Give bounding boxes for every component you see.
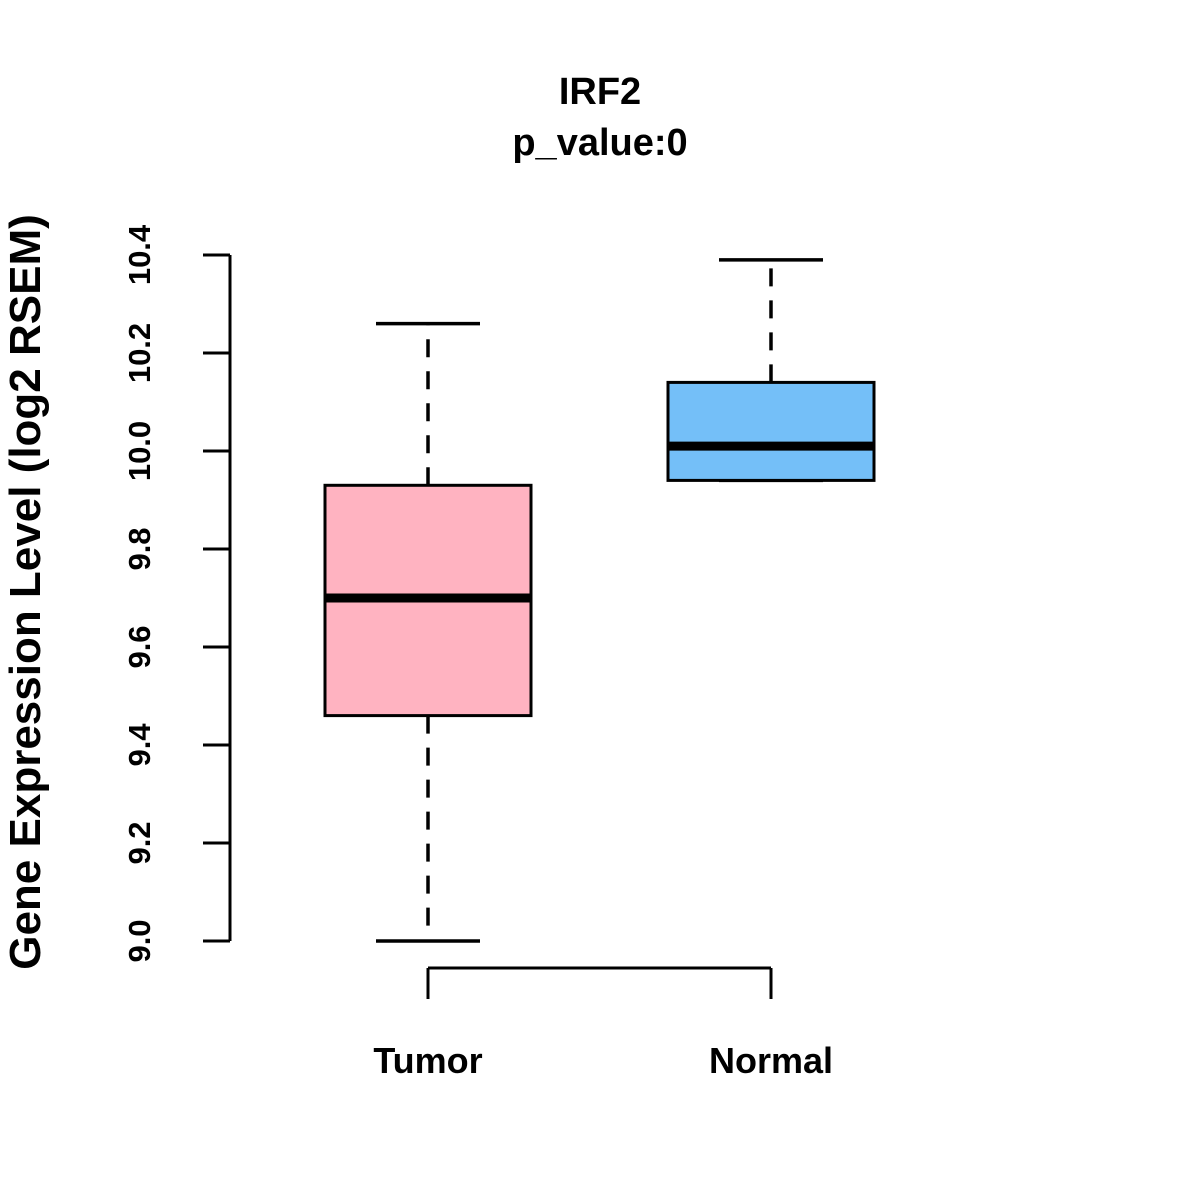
- x-axis-bracket: [426, 966, 773, 999]
- y-tick-label: 9.4: [122, 723, 157, 767]
- category-label-tumor: Tumor: [373, 1040, 482, 1081]
- boxplot-tumor: [323, 321, 533, 943]
- boxplot-normal: [666, 258, 876, 483]
- y-tick-label: 10.4: [122, 224, 157, 285]
- y-tick-label: 9.6: [122, 625, 157, 668]
- y-tick-label: 10.2: [122, 323, 157, 383]
- y-axis-label: Gene Expression Level (log2 RSEM): [1, 214, 50, 970]
- y-tick-label: 9.0: [122, 919, 157, 962]
- y-tick-label: 9.2: [122, 821, 157, 864]
- category-label-normal: Normal: [709, 1040, 833, 1081]
- box-group: [323, 258, 876, 943]
- chart-title: IRF2: [559, 71, 641, 113]
- iqr-box-normal: [666, 380, 876, 482]
- category-labels: Tumor Normal: [373, 1040, 833, 1081]
- y-axis: 9.0 9.2 9.4 9.6 9.8 10.0 10.2 10.4: [122, 224, 232, 963]
- y-tick-label: 10.0: [122, 421, 157, 481]
- y-tick-label: 9.8: [122, 527, 157, 570]
- chart-subtitle: p_value:0: [512, 122, 687, 164]
